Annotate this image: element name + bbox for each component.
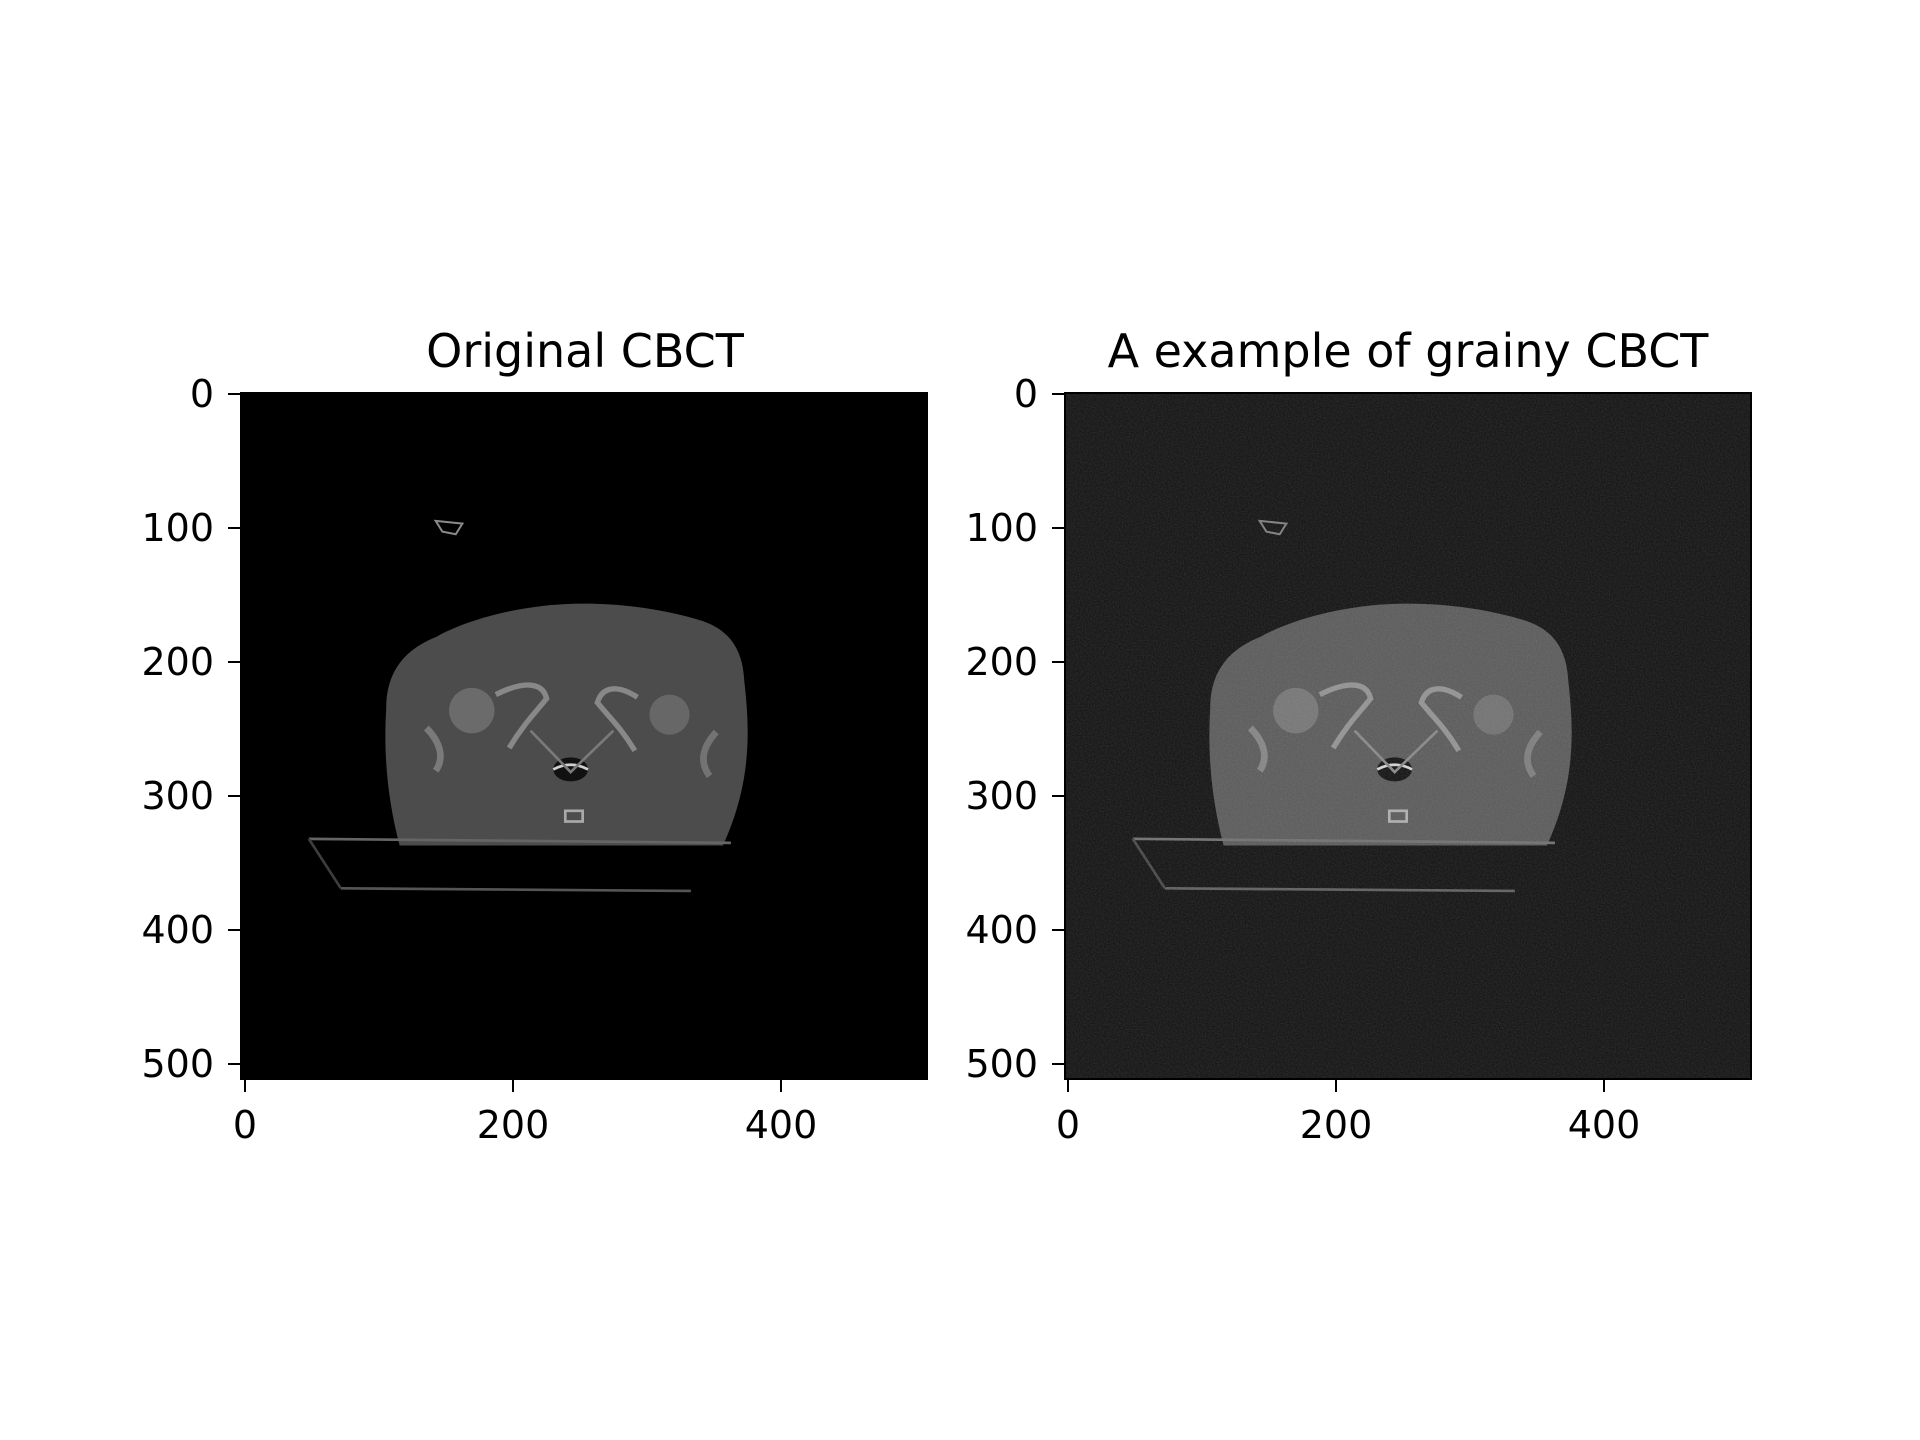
ct-image-grainy — [1064, 392, 1752, 1080]
y-tick-mark — [1052, 929, 1064, 931]
x-tick-label: 400 — [1568, 1106, 1641, 1144]
y-tick-mark — [1052, 1063, 1064, 1065]
y-tick-label: 0 — [1014, 375, 1038, 413]
x-tick-label: 0 — [1056, 1106, 1080, 1144]
y-tick-mark — [1052, 393, 1064, 395]
y-tick-mark — [1052, 661, 1064, 663]
x-tick-mark — [1603, 1080, 1605, 1092]
y-tick-mark — [1052, 795, 1064, 797]
x-tick-mark — [1335, 1080, 1337, 1092]
y-tick-label: 100 — [965, 509, 1038, 547]
panel-title: A example of grainy CBCT — [1108, 328, 1709, 374]
y-tick-label: 400 — [965, 911, 1038, 949]
x-tick-mark — [1067, 1080, 1069, 1092]
y-tick-label: 500 — [965, 1045, 1038, 1083]
y-tick-label: 200 — [965, 643, 1038, 681]
y-tick-mark — [1052, 527, 1064, 529]
y-tick-label: 300 — [965, 777, 1038, 815]
x-tick-label: 200 — [1300, 1106, 1373, 1144]
ct-slice-svg — [1066, 394, 1750, 1078]
